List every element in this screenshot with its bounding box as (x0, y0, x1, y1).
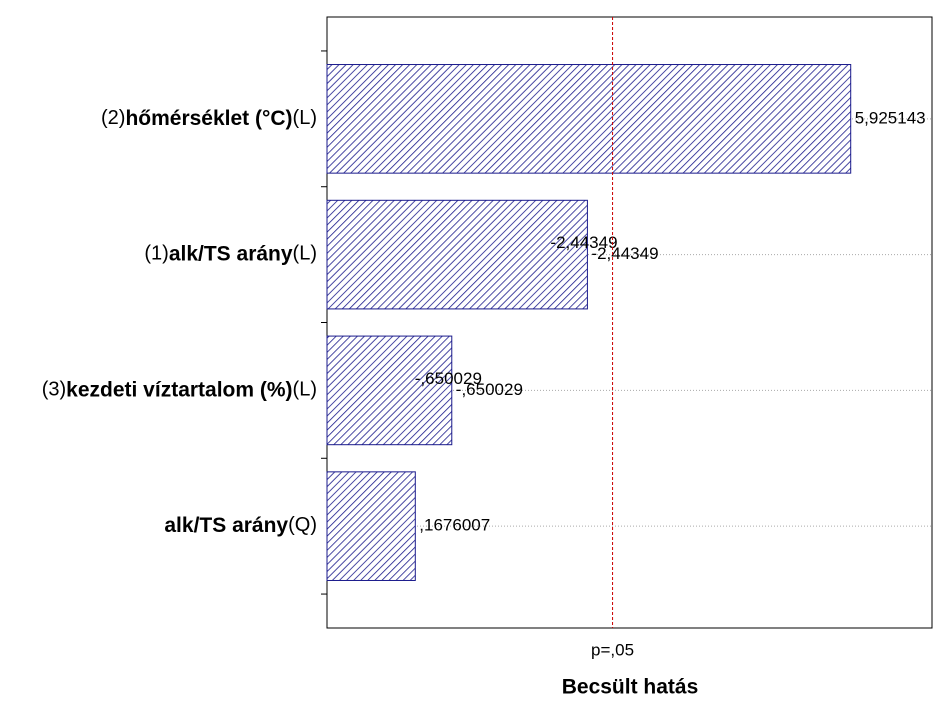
value-label: -2,44349 (550, 233, 617, 252)
category-label-part: alk/TS arány (169, 242, 293, 265)
category-label: alk/TS arány(Q) (164, 514, 317, 537)
bar (326, 64, 852, 174)
category-label: (3)kezdeti víztartalom (%)(L) (42, 378, 317, 401)
bar (326, 199, 588, 310)
value-label: 5,925143 (855, 108, 926, 127)
value-label: -,650029 (415, 369, 482, 388)
category-label: (2)hőmérséklet (°C)(L) (101, 106, 317, 129)
category-label-part: (L) (293, 379, 317, 401)
bar (326, 335, 453, 446)
category-label: (1)alk/TS arány(L) (144, 242, 317, 265)
category-label-part: kezdeti víztartalom (%) (66, 378, 292, 401)
value-label: ,1676007 (419, 516, 490, 535)
category-label-part: (L) (293, 107, 317, 129)
category-label-part: hőmérséklet (°C) (125, 106, 292, 129)
category-label-part: (1) (144, 243, 168, 265)
category-label-part: (2) (101, 107, 125, 129)
value-label: -,650029 (456, 380, 523, 399)
category-label-part: alk/TS arány (164, 514, 288, 537)
category-label-part: (3) (42, 379, 66, 401)
category-label-part: (Q) (288, 514, 317, 536)
x-axis-title: Becsült hatás (562, 676, 699, 699)
value-label: -2,44349 (591, 244, 658, 263)
bar (326, 471, 416, 581)
reference-label: p=,05 (591, 640, 634, 659)
category-label-part: (L) (293, 243, 317, 265)
